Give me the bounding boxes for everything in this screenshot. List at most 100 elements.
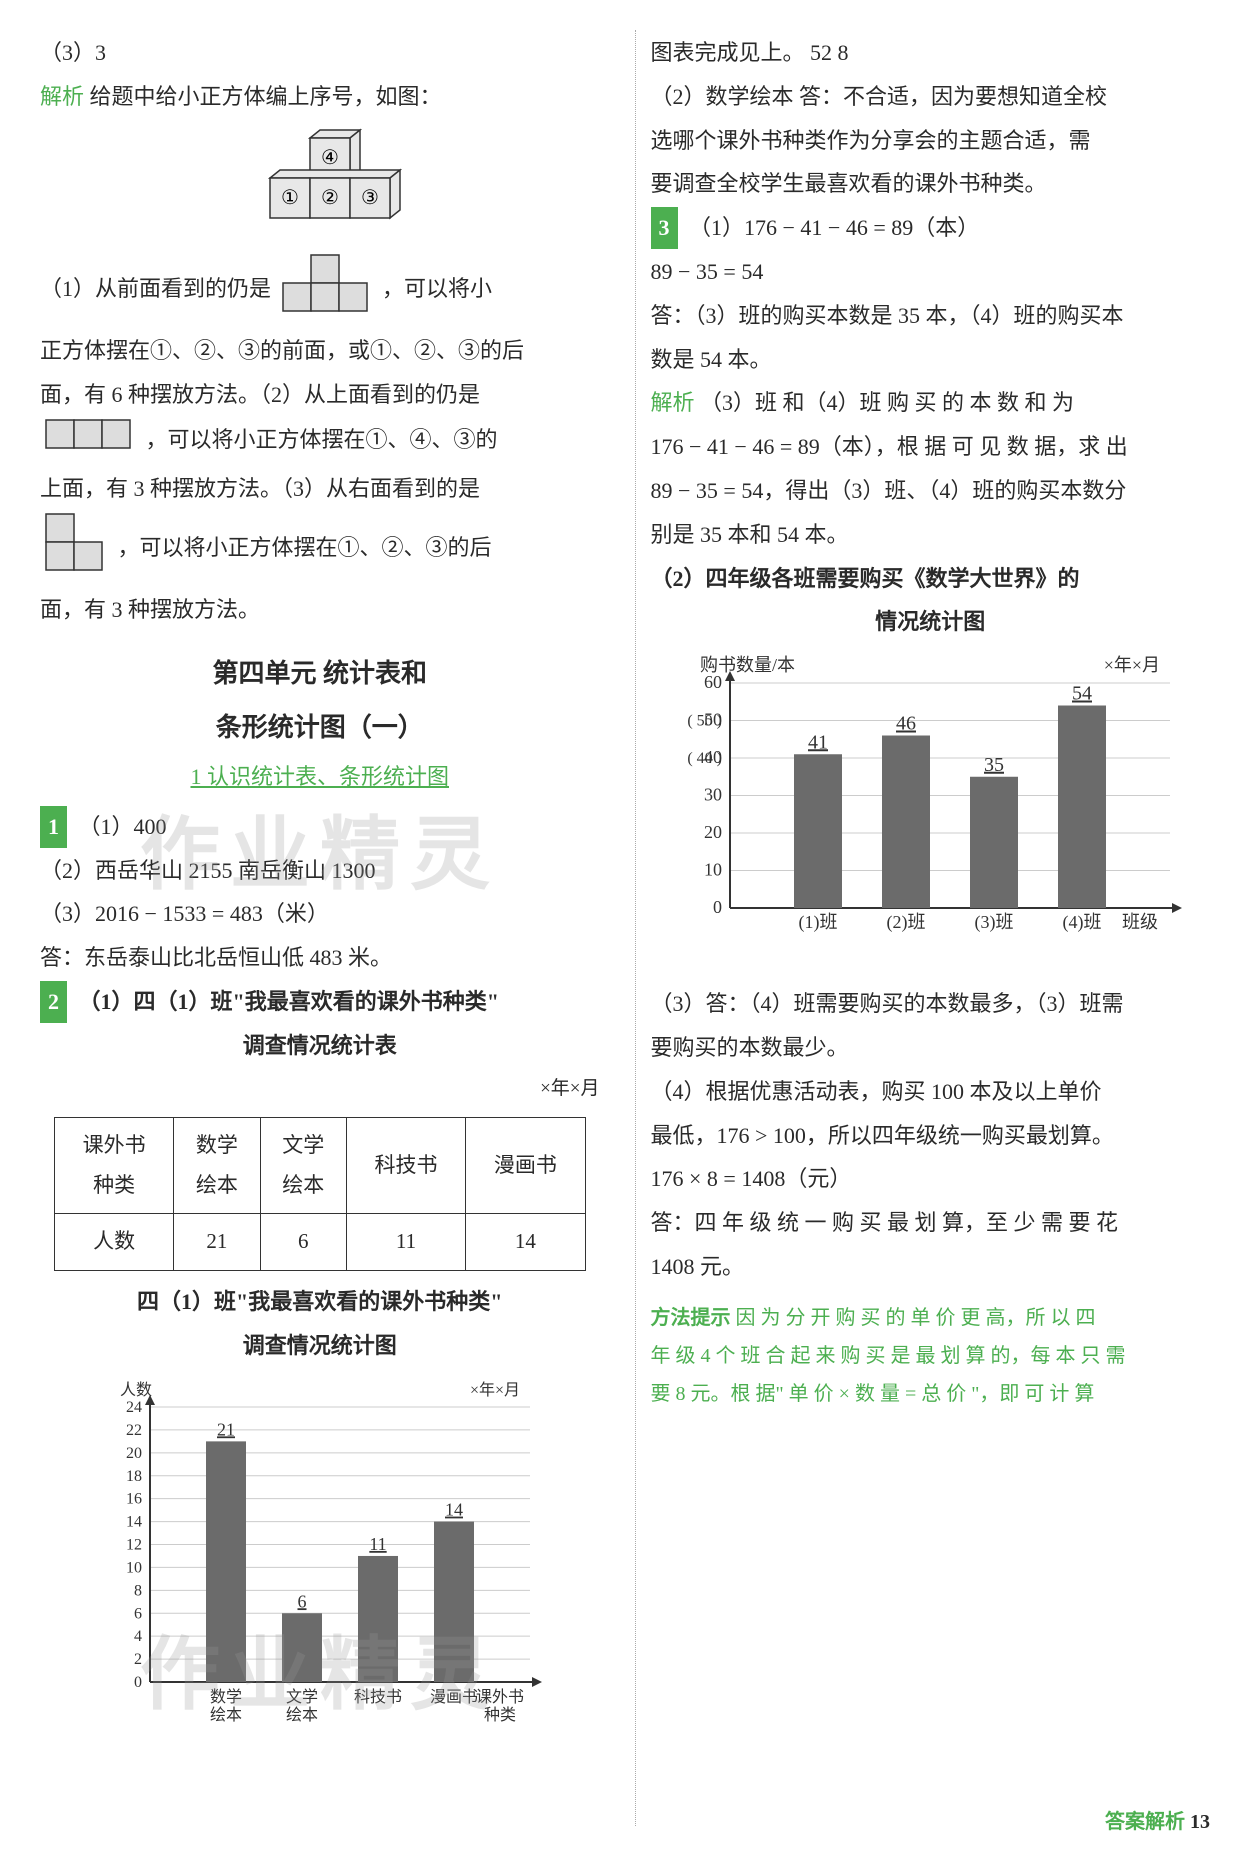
chart1-svg: 024681012141618202224人数×年×月2161114数学绘本文学… xyxy=(90,1377,550,1737)
r-analyze: 解析 （3）班 和（4）班 购 买 的 本 数 和 为 xyxy=(651,382,1211,424)
q3-3a: （3）答：（4）班需要购买的本数最多，（3）班需 xyxy=(651,983,1211,1025)
q1-ans: 答：东岳泰山比北岳恒山低 483 米。 xyxy=(40,937,600,979)
svg-text:种类: 种类 xyxy=(484,1706,516,1724)
p2: 正方体摆在①、②、③的前面，或①、②、③的后 xyxy=(40,330,600,372)
p3: 面，有 6 种摆放方法。（2）从上面看到的仍是 xyxy=(40,374,600,416)
shape-row xyxy=(44,418,136,466)
footer: 答案解析 13 xyxy=(1105,1803,1210,1841)
q3-4e: 1408 元。 xyxy=(651,1246,1211,1288)
svg-text:科技书: 科技书 xyxy=(354,1688,402,1706)
footer-page: 13 xyxy=(1190,1811,1210,1833)
chart2: 0102030405060( 50 )( 40 )购书数量/本×年×月41463… xyxy=(651,653,1211,963)
svg-text:( 50 ): ( 50 ) xyxy=(688,713,723,730)
r-line4: 要调查全校学生最喜欢看的课外书种类。 xyxy=(651,163,1211,205)
svg-text:22: 22 xyxy=(126,1422,142,1439)
svg-text:41: 41 xyxy=(808,731,828,753)
td-1: 6 xyxy=(260,1214,346,1271)
cube-label-4: ④ xyxy=(321,147,339,169)
svg-text:(3)班: (3)班 xyxy=(975,912,1014,933)
svg-text:10: 10 xyxy=(126,1559,142,1576)
q2-title: 2 （1）四（1）班"我最喜欢看的课外书种类" xyxy=(40,981,600,1023)
analyze-label: 解析 xyxy=(40,84,84,109)
svg-text:4: 4 xyxy=(134,1628,142,1645)
right-column: 图表完成见上。 52 8 （2）数学绘本 答：不合适，因为要想知道全校 选哪个课… xyxy=(635,30,1211,1826)
unit-title-1: 第四单元 统计表和 xyxy=(40,649,600,698)
td-2: 11 xyxy=(346,1214,465,1271)
q3-calc1: 3 （1）176 − 41 − 46 = 89（本） xyxy=(651,207,1211,249)
svg-text:(2)班: (2)班 xyxy=(887,912,926,933)
answer-3-3: （3）3 xyxy=(40,32,600,74)
r-analyze4: 别是 35 本和 54 本。 xyxy=(651,514,1211,556)
chart2-title-a: （2）四年级各班需要购买《数学大世界》的 xyxy=(651,558,1211,600)
svg-text:60: 60 xyxy=(704,672,722,692)
footer-label: 答案解析 xyxy=(1105,1811,1185,1833)
table-data-row: 人数 21 6 11 14 xyxy=(54,1214,585,1271)
svg-text:×年×月: ×年×月 xyxy=(470,1381,520,1399)
book-table: 课外书 种类 数学 绘本 文学 绘本 科技书 漫画书 人数 21 6 11 14 xyxy=(54,1117,586,1272)
r-line1: 图表完成见上。 52 8 xyxy=(651,32,1211,74)
num-box-2: 2 xyxy=(40,981,67,1023)
svg-text:(1)班: (1)班 xyxy=(799,912,838,933)
q3-ans2: 数是 54 本。 xyxy=(651,339,1211,381)
cube-svg: ④ ① ② ③ xyxy=(220,128,420,243)
svg-text:10: 10 xyxy=(704,860,722,880)
th-3: 科技书 xyxy=(346,1117,465,1214)
shape-l xyxy=(281,253,373,329)
table-header-row: 课外书 种类 数学 绘本 文学 绘本 科技书 漫画书 xyxy=(54,1117,585,1214)
q3-ans1: 答：（3）班的购买本数是 35 本，（4）班的购买本 xyxy=(651,295,1211,337)
svg-text:20: 20 xyxy=(704,822,722,842)
svg-text:文学: 文学 xyxy=(286,1688,318,1706)
svg-text:绘本: 绘本 xyxy=(210,1706,242,1724)
svg-text:14: 14 xyxy=(126,1513,142,1530)
th-0: 课外书 种类 xyxy=(54,1117,173,1214)
svg-text:14: 14 xyxy=(445,1499,463,1519)
svg-text:11: 11 xyxy=(369,1534,386,1554)
q3-calc2: 89 − 35 = 54 xyxy=(651,251,1211,293)
svg-text:20: 20 xyxy=(126,1445,142,1462)
chart1: 024681012141618202224人数×年×月2161114数学绘本文学… xyxy=(40,1377,600,1737)
left-column: （3）3 解析 给题中给小正方体编上序号，如图： xyxy=(40,30,615,1826)
svg-text:6: 6 xyxy=(134,1605,142,1622)
svg-text:46: 46 xyxy=(896,713,916,735)
r-line3: 选哪个课外书种类作为分享会的主题合适，需 xyxy=(651,120,1211,162)
svg-text:54: 54 xyxy=(1072,683,1092,705)
svg-text:0: 0 xyxy=(134,1674,142,1691)
num-box-3: 3 xyxy=(651,207,678,249)
section-title: 1 认识统计表、条形统计图 xyxy=(40,756,600,798)
q3-4c: 176 × 8 = 1408（元） xyxy=(651,1158,1211,1200)
svg-text:(4)班: (4)班 xyxy=(1063,912,1102,933)
td-0: 21 xyxy=(174,1214,260,1271)
q1-3: （3）2016 − 1533 = 483（米） xyxy=(40,893,600,935)
q3-4b: 最低，176 > 100，所以四年级统一购买最划算。 xyxy=(651,1115,1211,1157)
td-3: 14 xyxy=(466,1214,585,1271)
cube-diagram: ④ ① ② ③ xyxy=(40,120,600,251)
svg-text:12: 12 xyxy=(126,1536,142,1553)
svg-text:2: 2 xyxy=(134,1651,142,1668)
q3-4a: （4）根据优惠活动表，购买 100 本及以上单价 xyxy=(651,1071,1211,1113)
shape-l2 xyxy=(44,512,108,588)
cube-label-2: ② xyxy=(321,187,339,209)
table-date: ×年×月 xyxy=(40,1071,600,1107)
chart2-title-b: 情况统计图 xyxy=(651,601,1211,643)
tip-label: 方法提示 xyxy=(651,1307,731,1329)
svg-text:24: 24 xyxy=(126,1399,142,1416)
svg-text:绘本: 绘本 xyxy=(286,1706,318,1724)
svg-text:购书数量/本: 购书数量/本 xyxy=(700,655,795,675)
cube-label-1: ① xyxy=(281,187,299,209)
th-4: 漫画书 xyxy=(466,1117,585,1214)
r-line2: （2）数学绘本 答：不合适，因为要想知道全校 xyxy=(651,76,1211,118)
p4: ，可以将小正方体摆在①、④、③的 xyxy=(40,418,600,466)
svg-text:30: 30 xyxy=(704,785,722,805)
svg-text:8: 8 xyxy=(134,1582,142,1599)
svg-text:21: 21 xyxy=(217,1419,235,1439)
r-analyze2: 176 − 41 − 46 = 89（本），根 据 可 见 数 据，求 出 xyxy=(651,426,1211,468)
q1-1: 1 （1）400 xyxy=(40,806,600,848)
svg-text:×年×月: ×年×月 xyxy=(1104,655,1160,675)
svg-text:35: 35 xyxy=(984,754,1004,776)
th-2: 文学 绘本 xyxy=(260,1117,346,1214)
chart1-title-a: 四（1）班"我最喜欢看的课外书种类" xyxy=(40,1281,600,1323)
q1-2: （2）西岳华山 2155 南岳衡山 1300 xyxy=(40,850,600,892)
unit-title-2: 条形统计图（一） xyxy=(40,703,600,752)
p1: （1）从前面看到的仍是 ，可以将小 xyxy=(40,253,600,329)
svg-text:人数: 人数 xyxy=(120,1381,152,1399)
